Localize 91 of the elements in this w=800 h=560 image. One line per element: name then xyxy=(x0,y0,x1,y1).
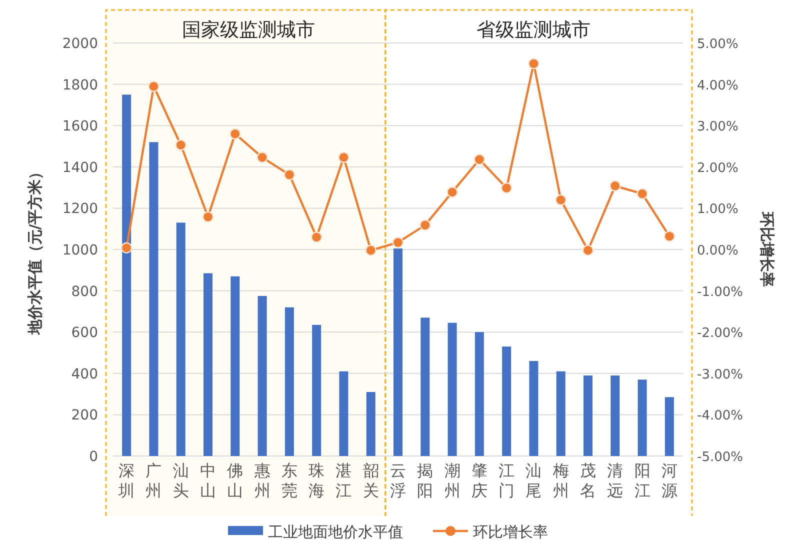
point xyxy=(446,186,458,198)
xtick-label: 广州 xyxy=(146,461,162,500)
point xyxy=(500,182,512,194)
bar xyxy=(204,273,212,456)
y-tick-label: 1800 xyxy=(62,77,98,94)
xtick-label: 湛江 xyxy=(336,461,352,500)
point xyxy=(256,152,268,163)
y-tick-label: 600 xyxy=(71,325,98,342)
xtick-label: 揭阳 xyxy=(417,461,434,500)
y-tick-label: 1200 xyxy=(62,201,98,218)
bar xyxy=(258,296,267,456)
y2-tick-label: 4.00% xyxy=(697,78,738,94)
text: 省级监测城市 xyxy=(476,19,591,41)
bar xyxy=(230,276,240,456)
bar xyxy=(474,332,484,456)
bar xyxy=(394,248,402,456)
y-tick-label: 1400 xyxy=(62,160,98,176)
xtick-label: 云浮 xyxy=(390,461,406,500)
legend-label: 环比增长率 xyxy=(473,523,548,541)
y-tick-label: 800 xyxy=(71,284,98,300)
xtick-label: 潮州 xyxy=(444,461,460,500)
point xyxy=(664,230,676,242)
point xyxy=(175,139,186,151)
bar xyxy=(339,371,348,456)
legend-label: 工业地面地价水平值 xyxy=(268,523,403,541)
point xyxy=(202,211,214,222)
bar xyxy=(122,94,132,456)
point xyxy=(610,180,621,192)
point xyxy=(338,152,350,163)
xtick-label: 清远 xyxy=(607,461,624,500)
xtick-label: 河源 xyxy=(661,461,678,500)
point xyxy=(230,128,241,140)
bar xyxy=(366,392,376,456)
xtick-label: 汕尾 xyxy=(526,461,542,500)
xtick-label: 珠海 xyxy=(308,461,325,500)
y2-axis-title: 环比增长率 xyxy=(758,211,776,287)
bar xyxy=(664,397,674,456)
bar xyxy=(638,380,647,456)
bar xyxy=(502,346,512,456)
y-tick-label: 200 xyxy=(71,408,98,424)
bar xyxy=(284,307,294,456)
y-axis-title: 地价水平值（元/平方米） xyxy=(26,164,44,336)
y2-tick-label: -5.00% xyxy=(697,450,743,465)
point xyxy=(120,242,132,254)
xtick-label: 东莞 xyxy=(281,461,298,500)
point xyxy=(636,188,648,200)
y2-tick-label: -2.00% xyxy=(697,326,743,342)
y2-tick-label: -3.00% xyxy=(697,367,743,382)
bar xyxy=(584,375,592,456)
xtick-label: 深圳 xyxy=(118,461,135,500)
point xyxy=(310,232,322,243)
bar xyxy=(448,322,457,456)
xtick-label: 阳江 xyxy=(634,461,650,500)
xtick-label: 韶关 xyxy=(362,461,379,500)
point xyxy=(582,244,594,256)
y-tick-label: 0 xyxy=(89,449,98,465)
bar xyxy=(312,324,322,456)
xtick-label: 梅州 xyxy=(552,461,569,500)
xtick-label: 茂名 xyxy=(580,461,596,500)
xtick-label: 汕头 xyxy=(172,461,189,500)
point xyxy=(528,58,540,70)
y-tick-label: 1600 xyxy=(62,118,98,135)
point xyxy=(392,236,404,248)
y2-tick-label: 3.00% xyxy=(697,120,738,135)
bar xyxy=(149,142,158,456)
y2-tick-label: 2.00% xyxy=(697,160,738,176)
xtick-label: 惠州 xyxy=(254,461,270,500)
point xyxy=(284,169,296,180)
y-tick-label: 2000 xyxy=(62,36,98,52)
y-tick-label: 1000 xyxy=(62,242,98,258)
point xyxy=(555,194,566,206)
point xyxy=(474,154,486,166)
xtick-label: 肇庆 xyxy=(471,461,488,500)
y2-tick-label: -4.00% xyxy=(697,408,743,424)
xtick-label: 佛山 xyxy=(227,461,244,500)
point xyxy=(420,220,431,231)
bar xyxy=(176,222,186,456)
text: 国家级监测城市 xyxy=(182,19,316,41)
y2-tick-label: 1.00% xyxy=(697,202,738,218)
point xyxy=(365,244,376,256)
y2-tick-label: 5.00% xyxy=(697,37,738,52)
y2-tick-label: 0.00% xyxy=(697,244,738,258)
bar xyxy=(556,371,566,456)
bar xyxy=(420,318,430,456)
point xyxy=(148,80,160,92)
y2-tick-label: -1.00% xyxy=(697,284,743,300)
bar xyxy=(529,361,538,456)
xtick-label: 江门 xyxy=(498,461,515,500)
xtick-label: 中山 xyxy=(200,461,216,500)
bar xyxy=(610,375,620,456)
y-tick-label: 400 xyxy=(71,366,98,382)
